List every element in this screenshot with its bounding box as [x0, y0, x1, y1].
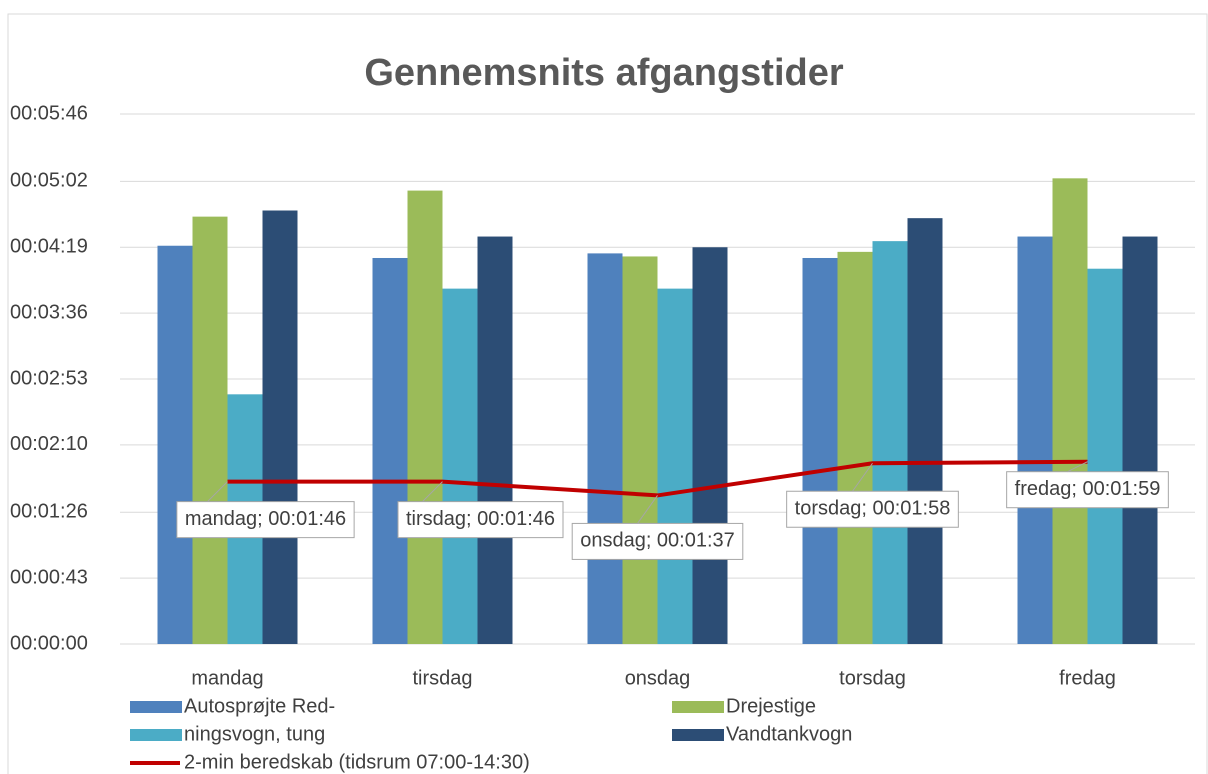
x-tick-label: onsdag — [625, 667, 691, 689]
bar — [587, 253, 623, 644]
bar — [1087, 268, 1123, 644]
data-label: torsdag; 00:01:58 — [795, 498, 951, 520]
data-label-box — [571, 522, 744, 560]
bar — [407, 190, 443, 644]
y-tick-label: 00:05:46 — [10, 102, 88, 124]
x-tick-label: mandag — [191, 667, 263, 689]
bar — [157, 245, 193, 644]
data-label: mandag; 00:01:46 — [185, 508, 346, 530]
legend-label: ningsvogn, tung — [184, 723, 325, 745]
data-label: onsdag; 00:01:37 — [580, 530, 735, 552]
bar — [802, 257, 838, 644]
x-tick-label: torsdag — [839, 667, 906, 689]
legend-label: Autosprøjte Red- — [184, 695, 335, 717]
legend-label: 2-min beredskab (tidsrum 07:00-14:30) — [184, 751, 530, 773]
legend-label: Vandtankvogn — [726, 723, 852, 745]
data-label-box — [397, 501, 564, 539]
data-label-box — [1006, 471, 1169, 509]
legend-swatch — [130, 701, 182, 713]
y-tick-label: 00:00:43 — [10, 566, 88, 588]
data-label: fredag; 00:01:59 — [1015, 478, 1161, 500]
legend-swatch — [130, 729, 182, 741]
data-label: tirsdag; 00:01:46 — [406, 508, 555, 530]
leader-line — [852, 462, 873, 492]
legend-label: Drejestige — [726, 695, 816, 717]
leader-line — [1067, 461, 1088, 473]
bar — [192, 216, 228, 644]
bar — [657, 288, 693, 644]
x-tick-label: tirsdag — [412, 667, 472, 689]
data-label-box — [176, 501, 355, 539]
bar — [477, 236, 513, 645]
y-tick-label: 00:02:53 — [10, 367, 88, 389]
bar — [1052, 178, 1088, 644]
bar — [372, 257, 408, 644]
y-tick-label: 00:00:00 — [10, 632, 88, 654]
y-tick-label: 00:05:02 — [10, 170, 88, 192]
bar — [872, 241, 908, 644]
legend-swatch — [672, 701, 724, 713]
bar — [1017, 236, 1053, 645]
bar — [262, 210, 298, 645]
bar — [622, 256, 658, 644]
legend-swatch — [672, 729, 724, 741]
bar — [837, 251, 873, 644]
bar — [442, 288, 478, 644]
leader-line — [637, 495, 658, 524]
y-tick-label: 00:04:19 — [10, 236, 88, 258]
data-label-box — [786, 490, 959, 528]
y-tick-label: 00:02:10 — [10, 433, 88, 455]
bar — [692, 247, 728, 644]
leader-line — [422, 481, 443, 502]
leader-line — [207, 481, 228, 502]
chart-title: Gennemsnits afgangstider — [364, 52, 844, 94]
x-tick-label: fredag — [1059, 667, 1116, 689]
y-tick-label: 00:03:36 — [10, 301, 88, 323]
bar — [907, 218, 943, 644]
bar — [1122, 236, 1158, 645]
y-tick-label: 00:01:26 — [10, 501, 88, 523]
